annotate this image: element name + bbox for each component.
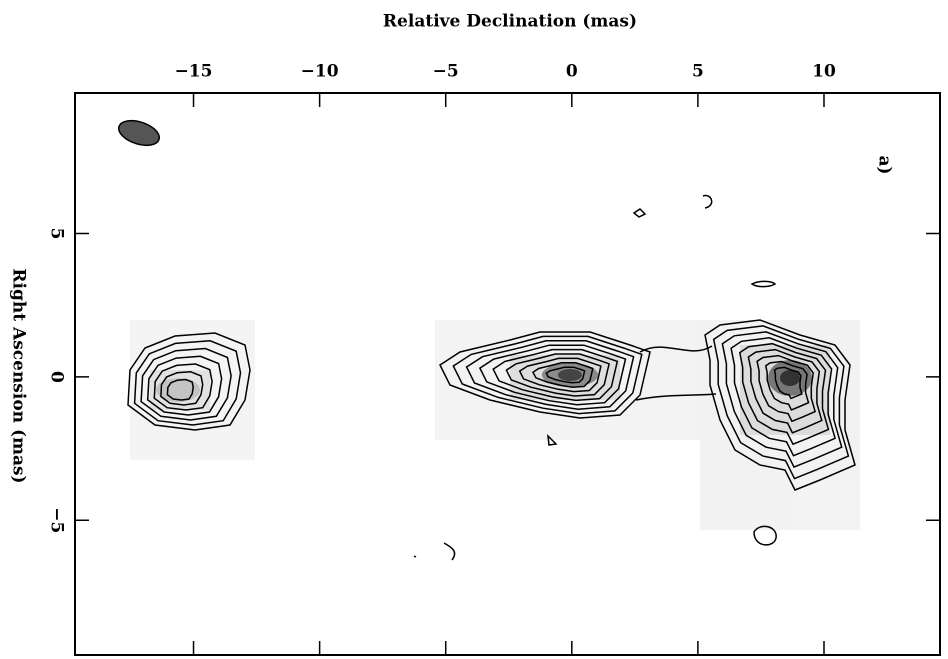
y-tick-label: 0 [47,371,67,383]
x-tick-label: 5 [692,62,704,82]
x-axis-label: Relative Declination (mas) [383,12,637,32]
y-tick-label: 5 [47,228,67,240]
x-tick-label: 10 [812,62,836,82]
x-tick-label: −15 [175,62,213,82]
shade [795,480,860,530]
shade [558,369,582,381]
panel-label: a) [875,155,895,174]
x-tick-label: −5 [433,62,459,82]
y-axis-label: Right Ascension (mas) [9,268,29,483]
x-tick-label: 0 [566,62,578,82]
y-tick-label: −5 [47,507,67,533]
x-tick-label: −10 [301,62,339,82]
chart: Relative Declination (mas) Right Ascensi… [0,0,948,659]
contour [414,556,416,557]
